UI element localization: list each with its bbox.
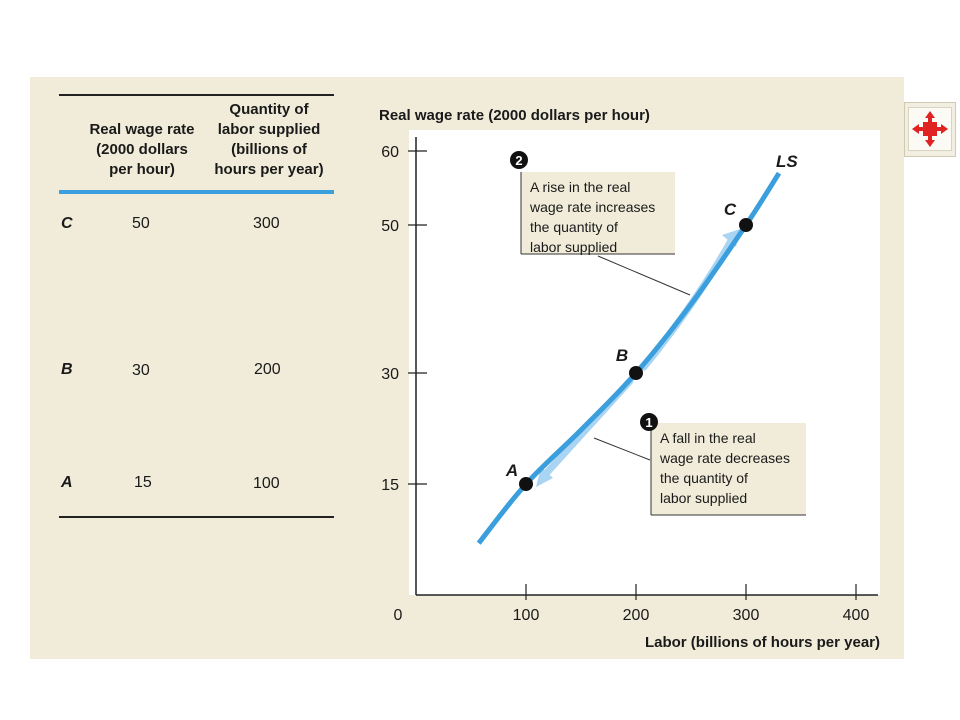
callout-text-line: the quantity of bbox=[530, 219, 618, 235]
header-quantity-line: labor supplied bbox=[217, 121, 321, 138]
row-label: A bbox=[61, 474, 73, 491]
callout-number: 2 bbox=[515, 153, 522, 168]
point-label-a: A bbox=[505, 461, 518, 480]
y-tick-label: 30 bbox=[381, 366, 399, 383]
data-point-c bbox=[739, 218, 753, 232]
header-quantity-line: Quantity of bbox=[229, 101, 309, 118]
wage-cell: 15 bbox=[134, 474, 152, 491]
header-quantity-line: (billions of bbox=[231, 141, 307, 158]
row-label: C bbox=[61, 215, 73, 232]
callout-text-line: A fall in the real bbox=[660, 430, 756, 446]
callout-number-badge bbox=[510, 151, 528, 169]
header-quantity-line: hours per year) bbox=[214, 161, 324, 178]
table-top-rule bbox=[59, 94, 334, 96]
callout-text-line: labor supplied bbox=[660, 490, 747, 506]
data-point-a bbox=[519, 477, 533, 491]
x-tick-label: 200 bbox=[623, 607, 650, 624]
y-tick-label: 50 bbox=[381, 218, 399, 235]
x-tick-label: 100 bbox=[513, 607, 540, 624]
table-bottom-rule bbox=[59, 516, 334, 518]
callout-text-line: A rise in the real bbox=[530, 179, 630, 195]
y-axis-label: Real wage rate (2000 dollars per hour) bbox=[379, 107, 650, 124]
x-tick-label: 400 bbox=[843, 607, 870, 624]
callout-box bbox=[521, 172, 675, 254]
callout-text-line: wage rate decreases bbox=[659, 450, 790, 466]
point-label-b: B bbox=[616, 346, 628, 365]
callout-number-badge bbox=[640, 413, 658, 431]
table-header-rule bbox=[59, 190, 334, 194]
row-label: B bbox=[61, 361, 73, 378]
fullscreen-icon bbox=[908, 107, 952, 151]
quantity-cell: 100 bbox=[253, 475, 280, 492]
quantity-cell: 300 bbox=[253, 215, 280, 232]
callout-number: 1 bbox=[645, 415, 652, 430]
header-wage: Real wage rate (2000 dollars per hour) bbox=[80, 120, 204, 180]
point-label-c: C bbox=[724, 200, 737, 219]
x-axis-label: Labor (billions of hours per year) bbox=[645, 634, 880, 651]
callout-leader-line bbox=[593, 437, 651, 461]
data-point-b bbox=[629, 366, 643, 380]
fullscreen-button[interactable] bbox=[904, 102, 956, 157]
callout-text-line: the quantity of bbox=[660, 470, 748, 486]
ls-curve-label: LS bbox=[776, 152, 798, 171]
x-tick-label: 0 bbox=[394, 607, 403, 624]
y-tick-label: 15 bbox=[381, 477, 399, 494]
callout-text-line: labor supplied bbox=[530, 239, 617, 255]
wage-cell: 30 bbox=[132, 362, 150, 379]
x-tick-label: 300 bbox=[733, 607, 760, 624]
quantity-cell: 200 bbox=[254, 361, 281, 378]
callout-text-line: wage rate increases bbox=[529, 199, 655, 215]
header-wage-line: per hour) bbox=[109, 161, 175, 178]
wage-cell: 50 bbox=[132, 215, 150, 232]
callout-leader-line bbox=[597, 255, 691, 296]
header-wage-line: (2000 dollars bbox=[96, 141, 188, 158]
callout-box bbox=[651, 423, 806, 515]
header-quantity: Quantity of labor supplied (billions of … bbox=[204, 100, 334, 180]
header-wage-line: Real wage rate bbox=[89, 121, 195, 138]
y-tick-label: 60 bbox=[381, 144, 399, 161]
